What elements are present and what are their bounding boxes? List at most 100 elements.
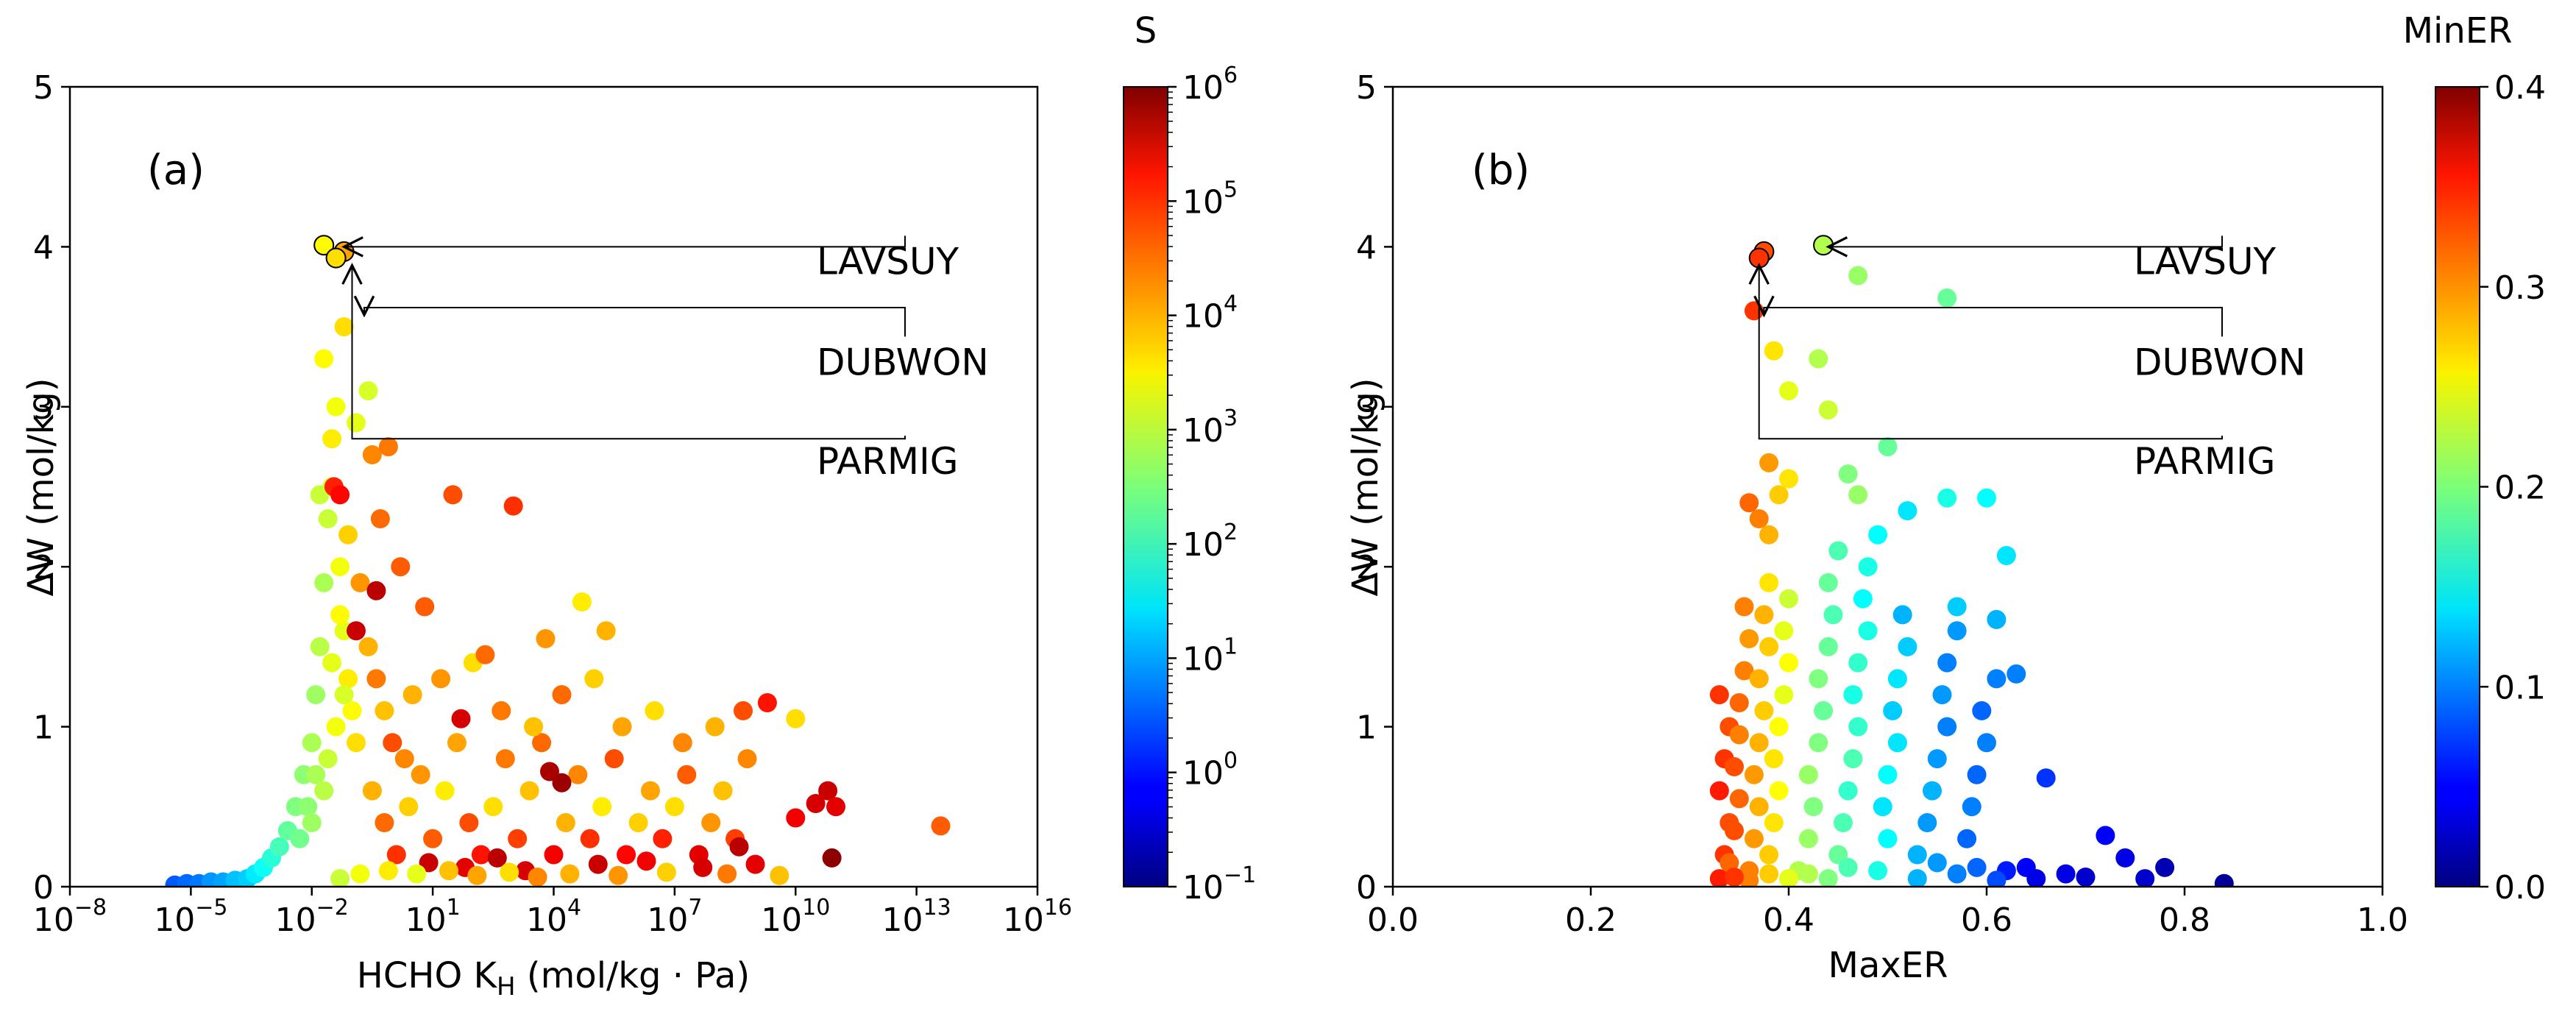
panel-b-label: (b) (1472, 146, 1530, 194)
x-tick-label: 0.6 (1961, 901, 2012, 939)
y-tick-label: 4 (1356, 229, 1377, 266)
data-point (677, 765, 697, 784)
colorbar-tick-label: 0.3 (2494, 269, 2546, 307)
data-point (1729, 789, 1749, 809)
panel-b-axes-frame (1391, 85, 2384, 888)
data-point (1848, 266, 1868, 286)
data-point (1749, 733, 1769, 753)
data-point (435, 781, 455, 801)
data-point (1818, 637, 1838, 656)
panel-a-label: (a) (147, 146, 205, 194)
panel-a-x-axis-label: HCHO KH (mol/kg · Pa) (357, 955, 750, 1001)
data-point (1987, 669, 2006, 689)
data-point (2036, 768, 2056, 788)
data-point (818, 781, 838, 801)
data-point (664, 797, 684, 817)
data-point (290, 829, 310, 848)
data-point (370, 509, 390, 528)
data-point (1937, 488, 1957, 508)
x-tick-label: 1013 (882, 895, 951, 939)
data-point (350, 864, 370, 884)
highlighted-point-lavsuy (313, 235, 335, 256)
data-point (641, 781, 660, 801)
data-point (786, 808, 806, 828)
data-point (1947, 597, 1967, 617)
data-point (1749, 669, 1769, 689)
data-point (1725, 868, 1744, 887)
x-tick-label: 1016 (1003, 895, 1072, 939)
data-point (471, 845, 491, 865)
data-point (628, 813, 648, 832)
data-point (483, 797, 503, 817)
data-point (1843, 685, 1863, 705)
data-point (1907, 869, 1927, 887)
data-point (366, 669, 386, 689)
data-point (310, 485, 330, 505)
x-tick-label: 107 (647, 895, 702, 939)
data-point (358, 637, 378, 656)
data-point (1923, 781, 1942, 801)
data-point (391, 557, 411, 577)
highlighted-point-parmig (1748, 247, 1770, 269)
data-point (1744, 765, 1764, 784)
data-point (2096, 826, 2115, 845)
data-point (1947, 864, 1967, 884)
data-point (383, 733, 402, 753)
x-tick-label: 101 (405, 895, 461, 939)
data-point (342, 701, 362, 720)
data-point (402, 685, 422, 705)
data-point (1907, 845, 1927, 865)
data-point (310, 637, 330, 656)
data-point (1759, 525, 1779, 545)
data-point (1838, 464, 1858, 484)
y-tick-label: 4 (33, 229, 54, 266)
y-tick-label: 3 (33, 389, 54, 427)
data-point (375, 813, 394, 832)
data-point (2006, 664, 2026, 684)
data-point (2056, 864, 2076, 884)
data-point (492, 701, 511, 720)
data-point (2214, 873, 2234, 887)
data-point (1764, 813, 1784, 832)
data-point (1709, 869, 1729, 887)
data-point (500, 862, 519, 882)
data-point (362, 445, 382, 464)
data-point (314, 572, 334, 592)
y-tick-label: 2 (33, 549, 54, 586)
data-point (1977, 733, 1996, 753)
x-tick-label: 10−2 (275, 895, 349, 939)
data-point (1739, 493, 1759, 513)
x-tick-label: 0.0 (1367, 901, 1419, 939)
panel-b-colorbar-ticks: 0.0 0.1 0.2 0.3 0.4 (2480, 69, 2546, 907)
x-tick-label: 1010 (761, 895, 830, 939)
colorbar-tick-label: 103 (1182, 405, 1238, 450)
data-point (314, 781, 334, 801)
data-point (1769, 781, 1789, 801)
data-point (1779, 381, 1798, 401)
data-point (1967, 857, 1987, 877)
data-point (1853, 589, 1873, 609)
data-point (1734, 661, 1754, 681)
data-point (350, 572, 370, 592)
data-point (1868, 861, 1888, 881)
data-point (318, 749, 338, 769)
x-tick-label: 104 (526, 895, 581, 939)
data-point (1798, 864, 1818, 884)
data-point (1957, 829, 1977, 848)
data-point (532, 733, 552, 753)
y-tick-label: 0 (1356, 869, 1377, 907)
data-point (330, 485, 350, 505)
data-point (322, 429, 342, 449)
data-point (540, 762, 559, 781)
data-point (1878, 437, 1898, 457)
data-point (1764, 749, 1784, 769)
data-point (806, 794, 826, 813)
data-point (556, 813, 575, 832)
y-tick-label: 5 (1356, 69, 1377, 107)
data-point (1858, 621, 1878, 641)
annotation-leader-dubwon (364, 308, 906, 337)
panel-b-colorbar-title: MinER (2403, 10, 2513, 52)
data-point (1814, 701, 1834, 720)
